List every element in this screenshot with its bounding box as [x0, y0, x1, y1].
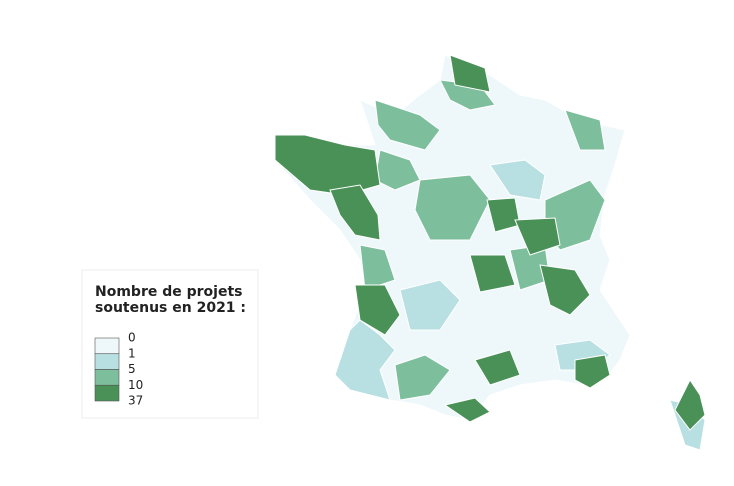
region [674, 379, 706, 431]
legend-label: 37 [128, 394, 143, 408]
region [329, 184, 381, 241]
legend-label: 5 [128, 362, 136, 376]
region [274, 134, 381, 196]
region [539, 264, 591, 316]
legend-swatch [94, 337, 120, 355]
legend-label: 10 [128, 378, 143, 392]
region [469, 254, 516, 293]
region [449, 54, 491, 93]
region [394, 354, 451, 401]
legend-title: Nombre de projets [95, 284, 242, 300]
region [564, 109, 606, 151]
region [474, 349, 521, 386]
legend-title: soutenus en 2021 : [95, 300, 246, 316]
region [414, 174, 491, 241]
region [574, 354, 611, 389]
region [443, 397, 491, 423]
region [334, 319, 396, 401]
legend-label: 0 [128, 331, 136, 345]
legend-label: 1 [128, 346, 136, 360]
legend-swatch [94, 384, 120, 402]
region [374, 99, 441, 151]
legend-items: 01 5 10 37 [94, 331, 143, 408]
legend-swatch [94, 369, 120, 386]
region [354, 284, 401, 336]
france-map [274, 54, 706, 451]
legend-swatch [94, 353, 120, 370]
region [514, 217, 561, 256]
region [359, 244, 396, 291]
region [489, 159, 546, 201]
region [399, 279, 461, 331]
